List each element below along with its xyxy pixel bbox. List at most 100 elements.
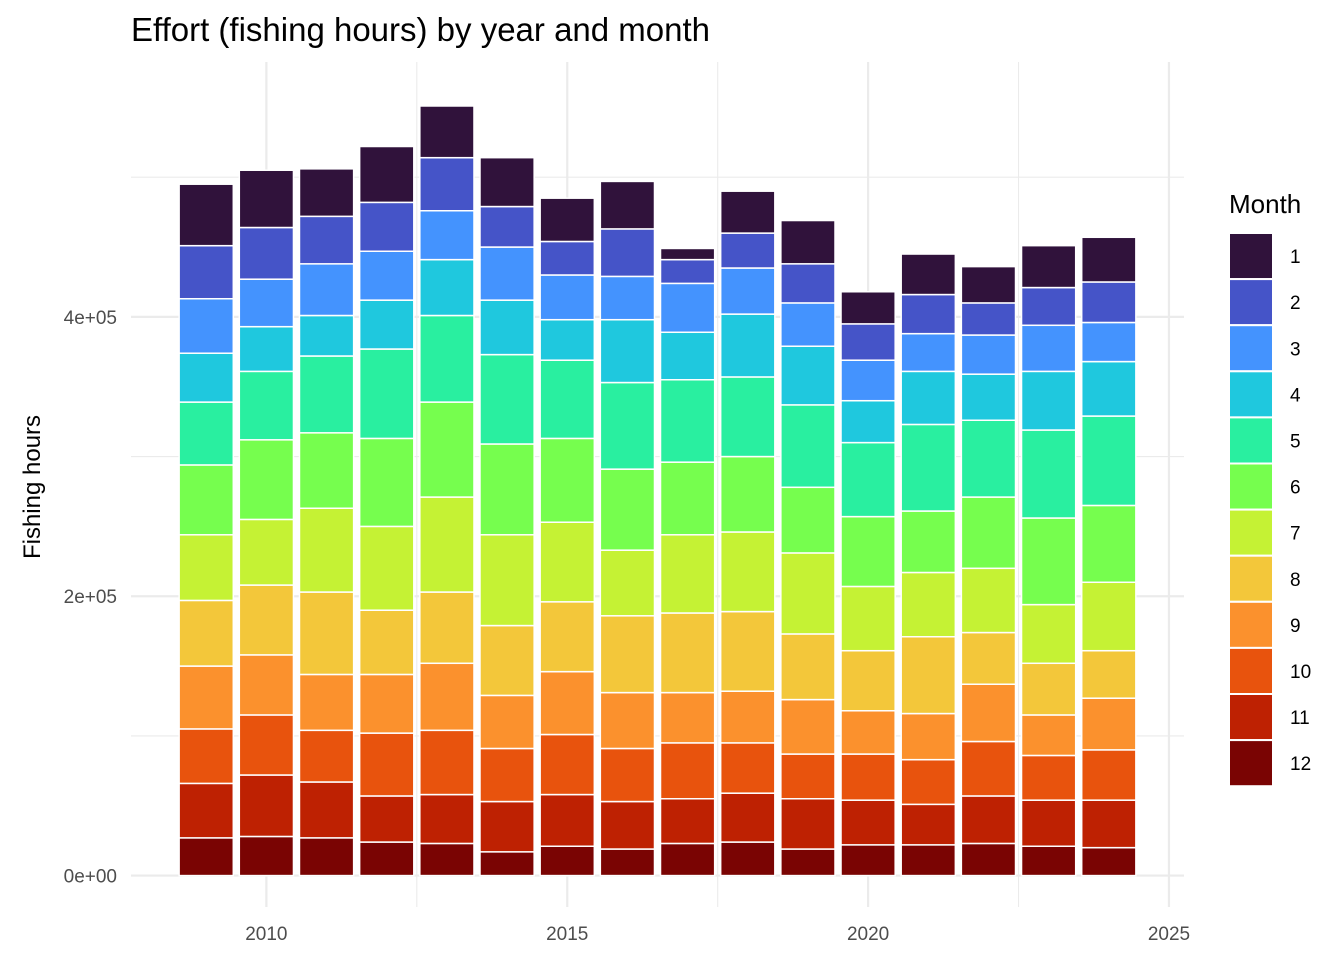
bar-segment-2022-month-2 — [960, 302, 1017, 336]
bar-segment-2024-month-9 — [1080, 697, 1137, 751]
legend-key-month-4 — [1228, 370, 1274, 419]
legend-label-month-2: 2 — [1290, 293, 1301, 314]
bar-segment-2012-month-3 — [358, 250, 415, 301]
bar-segment-2014-month-4 — [479, 299, 535, 356]
bar-segment-2010-month-3 — [238, 278, 295, 328]
bar-segment-2014-month-5 — [479, 353, 535, 445]
bar-stack-2010 — [238, 169, 295, 877]
bar-segment-2009-month-1 — [178, 183, 235, 247]
bar-segment-2009-month-11 — [178, 782, 235, 839]
legend-label-month-11: 11 — [1290, 708, 1310, 729]
bar-segment-2010-month-1 — [238, 169, 295, 229]
bar-segment-2022-month-7 — [960, 567, 1017, 634]
legend-key-month-7 — [1228, 508, 1274, 557]
bar-segment-2015-month-3 — [539, 274, 596, 321]
bar-stacks — [178, 105, 1137, 877]
bar-segment-2014-month-10 — [479, 747, 535, 803]
bar-segment-2023-month-12 — [1020, 845, 1077, 877]
bar-segment-2014-month-9 — [479, 694, 535, 750]
bar-segment-2009-month-5 — [178, 401, 235, 466]
bar-segment-2012-month-1 — [358, 145, 415, 204]
bar-segment-2010-month-12 — [238, 835, 295, 877]
bar-segment-2023-month-3 — [1020, 324, 1077, 373]
bar-segment-2018-month-12 — [719, 841, 776, 877]
bar-segment-2022-month-11 — [960, 795, 1017, 845]
bar-segment-2017-month-4 — [659, 331, 716, 381]
bar-segment-2015-month-1 — [539, 197, 596, 243]
bar-segment-2023-month-11 — [1020, 799, 1077, 847]
bar-segment-2018-month-5 — [719, 376, 776, 458]
x-tick-label: 2015 — [546, 924, 588, 945]
bar-segment-2013-month-9 — [419, 662, 475, 732]
bar-segment-2009-month-2 — [178, 244, 235, 300]
bar-segment-2019-month-7 — [780, 552, 836, 635]
bar-segment-2009-month-7 — [178, 534, 235, 602]
legend-label-month-8: 8 — [1290, 570, 1301, 591]
bar-segment-2018-month-8 — [719, 610, 776, 692]
bar-segment-2019-month-9 — [780, 698, 836, 755]
bar-segment-2010-month-11 — [238, 774, 295, 838]
legend-key-month-3 — [1228, 324, 1274, 373]
bar-segment-2018-month-4 — [719, 313, 776, 378]
bar-segment-2020-month-3 — [840, 359, 896, 402]
bar-stack-2014 — [479, 156, 535, 877]
bar-segment-2016-month-8 — [599, 615, 656, 694]
bar-segment-2010-month-4 — [238, 325, 295, 373]
bar-segment-2013-month-12 — [419, 842, 475, 877]
bar-segment-2015-month-12 — [539, 845, 596, 877]
legend-key-month-5 — [1228, 416, 1274, 465]
legend-label-month-1: 1 — [1290, 247, 1301, 268]
bar-segment-2021-month-3 — [900, 332, 957, 373]
bar-segment-2012-month-8 — [358, 609, 415, 676]
bar-segment-2017-month-2 — [659, 258, 716, 285]
bar-segment-2011-month-2 — [298, 215, 355, 265]
bar-segment-2020-month-11 — [840, 799, 896, 846]
bar-segment-2011-month-7 — [298, 507, 355, 593]
bar-segment-2014-month-7 — [479, 534, 535, 627]
bar-segment-2013-month-3 — [419, 209, 475, 261]
bar-segment-2010-month-5 — [238, 370, 295, 441]
legend-label-month-12: 12 — [1290, 754, 1311, 775]
bar-stack-2009 — [178, 183, 235, 877]
y-axis-tick-labels: 0e+00 2e+05 4e+05 — [64, 308, 117, 888]
bar-segment-2019-month-8 — [780, 633, 836, 701]
bar-segment-2016-month-7 — [599, 549, 656, 617]
bar-segment-2017-month-6 — [659, 461, 716, 536]
bar-segment-2017-month-9 — [659, 691, 716, 744]
bar-segment-2023-month-7 — [1020, 603, 1077, 665]
bar-segment-2021-month-9 — [900, 712, 957, 761]
bar-segment-2022-month-4 — [960, 373, 1017, 422]
bar-segment-2017-month-10 — [659, 742, 716, 800]
bar-segment-2009-month-9 — [178, 665, 235, 730]
bar-segment-2017-month-1 — [659, 247, 716, 261]
bar-segment-2022-month-6 — [960, 496, 1017, 570]
legend-key-month-2 — [1228, 278, 1274, 327]
legend-label-month-3: 3 — [1290, 339, 1301, 360]
bar-segment-2024-month-5 — [1080, 415, 1137, 507]
bar-segment-2015-month-4 — [539, 318, 596, 361]
bar-segment-2019-month-10 — [780, 753, 836, 800]
bar-stack-2017 — [659, 247, 716, 877]
legend-key-month-9 — [1228, 600, 1274, 649]
bar-segment-2021-month-6 — [900, 510, 957, 574]
bar-segment-2009-month-3 — [178, 297, 235, 354]
bar-segment-2012-month-5 — [358, 348, 415, 440]
bar-segment-2022-month-3 — [960, 334, 1017, 375]
bar-segment-2010-month-10 — [238, 714, 295, 776]
legend-label-month-5: 5 — [1290, 431, 1301, 452]
bar-segment-2020-month-6 — [840, 515, 896, 588]
legend-label-month-10: 10 — [1290, 662, 1311, 683]
bar-stack-2013 — [419, 105, 475, 877]
bar-segment-2013-month-2 — [419, 156, 475, 212]
bar-segment-2018-month-2 — [719, 232, 776, 269]
bar-segment-2020-month-2 — [840, 323, 896, 361]
bar-segment-2024-month-3 — [1080, 321, 1137, 363]
bar-segment-2016-month-5 — [599, 381, 656, 470]
bar-segment-2011-month-5 — [298, 355, 355, 434]
bar-stack-2022 — [960, 265, 1017, 877]
bar-segment-2021-month-5 — [900, 423, 957, 512]
bar-segment-2021-month-10 — [900, 758, 957, 806]
bar-segment-2023-month-10 — [1020, 754, 1077, 801]
bar-segment-2011-month-3 — [298, 263, 355, 317]
